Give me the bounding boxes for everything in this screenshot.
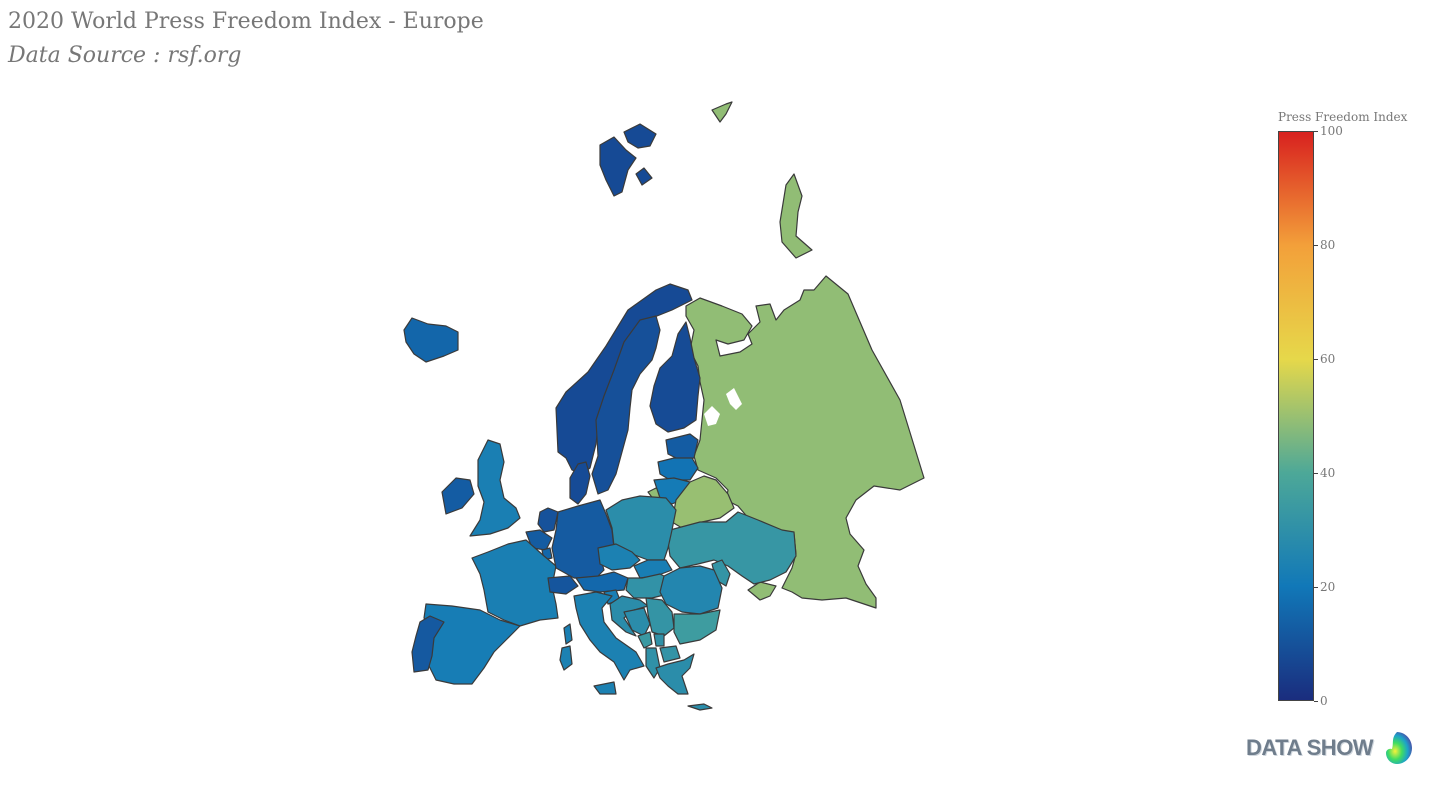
lake-onega	[726, 388, 742, 410]
region-norway-svalbard-small[interactable]	[635, 167, 653, 186]
region-switzerland[interactable]	[547, 575, 579, 595]
region-north-macedonia[interactable]	[659, 645, 681, 663]
chart-subtitle: Data Source : rsf.org	[8, 43, 242, 68]
region-serbia[interactable]	[645, 597, 675, 637]
colorbar-title: Press Freedom Index	[1278, 110, 1408, 124]
region-portugal[interactable]	[411, 615, 445, 673]
region-ireland[interactable]	[441, 477, 475, 515]
chart-title: 2020 World Press Freedom Index - Europe	[8, 9, 484, 34]
region-greece[interactable]	[655, 653, 695, 695]
colorbar-tick-mark	[1314, 587, 1318, 588]
colorbar-tick-label: 20	[1320, 580, 1336, 594]
colorbar-tick-label: 40	[1320, 466, 1336, 480]
region-italy-sardinia[interactable]	[559, 645, 573, 671]
colorbar-tick-mark	[1314, 131, 1318, 132]
colorbar-tick-mark	[1314, 245, 1318, 246]
region-russia-novaya-zemlya[interactable]	[779, 173, 813, 259]
region-greece-crete[interactable]	[687, 703, 713, 711]
colorbar-tick-label: 0	[1320, 694, 1328, 708]
region-romania[interactable]	[659, 565, 723, 615]
region-austria[interactable]	[575, 571, 629, 593]
region-finland[interactable]	[649, 321, 701, 433]
colorbar-tick-mark	[1314, 359, 1318, 360]
region-latvia[interactable]	[657, 457, 699, 481]
region-norway-svalbard[interactable]	[599, 136, 637, 197]
region-montenegro[interactable]	[637, 631, 653, 649]
data-show-logo: DATA SHOW	[1246, 728, 1415, 768]
region-united-kingdom[interactable]	[469, 439, 521, 537]
region-estonia[interactable]	[665, 433, 699, 461]
region-russia-crimea[interactable]	[747, 581, 777, 601]
region-belarus[interactable]	[671, 475, 735, 529]
region-italy-sicily[interactable]	[593, 681, 617, 695]
region-italy[interactable]	[573, 591, 645, 681]
region-russia[interactable]	[685, 275, 925, 609]
colorbar-tick-mark	[1314, 701, 1318, 702]
colorbar-tick-label: 60	[1320, 352, 1336, 366]
region-norway-svalbard-east[interactable]	[623, 123, 657, 149]
region-denmark[interactable]	[569, 461, 591, 505]
region-france-corsica[interactable]	[563, 623, 573, 645]
region-czech-republic[interactable]	[597, 543, 641, 571]
region-kosovo[interactable]	[653, 633, 665, 647]
colorbar-tick-label: 80	[1320, 238, 1336, 252]
region-france[interactable]	[471, 539, 559, 627]
colorbar	[1278, 131, 1314, 701]
region-russia-franz-josef[interactable]	[711, 101, 733, 123]
logo-globe-icon	[1386, 732, 1413, 764]
region-netherlands[interactable]	[537, 507, 559, 533]
region-bosnia-and-herzegovina[interactable]	[623, 607, 651, 637]
region-iceland[interactable]	[403, 317, 459, 363]
region-sweden[interactable]	[591, 315, 661, 495]
logo-text: DATA SHOW	[1246, 735, 1374, 760]
lake-ladoga	[704, 406, 720, 426]
region-bulgaria[interactable]	[673, 609, 721, 645]
colorbar-tick-mark	[1314, 473, 1318, 474]
colorbar-tick-label: 100	[1320, 124, 1343, 138]
